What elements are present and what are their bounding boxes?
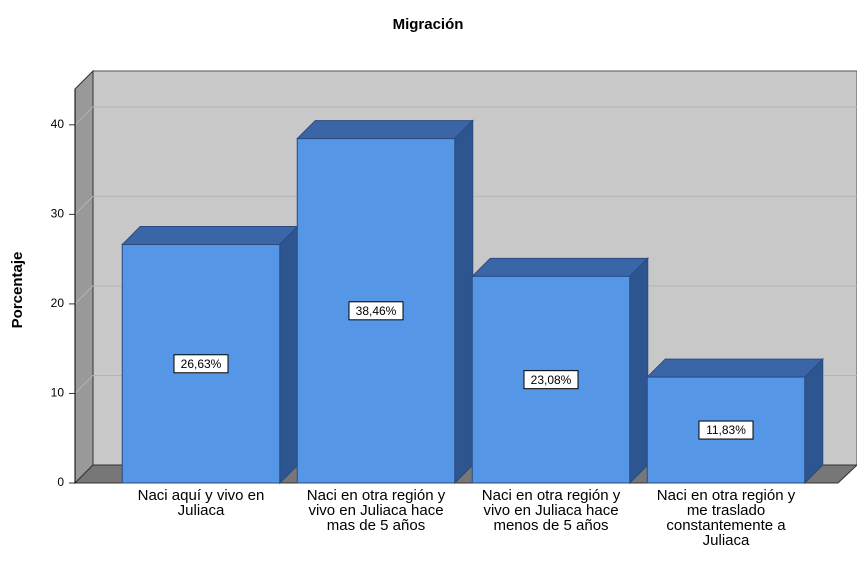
bar-top xyxy=(296,120,474,140)
value-label-box xyxy=(173,354,229,374)
value-label: 26,63% xyxy=(181,357,222,371)
value-label: 38,46% xyxy=(356,304,397,318)
bar-side xyxy=(279,225,299,485)
x-tick-label: Naci en otra región y vivo en Juliaca ha… xyxy=(481,488,621,534)
x-tick-label: Naci en otra región y me traslado consta… xyxy=(656,488,796,549)
x-tick-label: Naci en otra región y vivo en Juliaca ha… xyxy=(306,488,446,534)
grid-line xyxy=(74,106,857,126)
x-tick-label-box: Naci en otra región y vivo en Juliaca ha… xyxy=(306,488,446,534)
y-tick-label: 0 xyxy=(57,475,64,489)
value-label: 11,83% xyxy=(706,423,746,437)
y-tick-label: 10 xyxy=(51,386,65,400)
bar-side xyxy=(454,119,474,485)
bar-top xyxy=(471,257,649,277)
bar-top xyxy=(646,358,824,378)
value-label-box xyxy=(523,370,579,390)
y-tick-label: 40 xyxy=(51,117,65,131)
bar-side xyxy=(804,357,824,485)
y-axis-title: Porcentaje xyxy=(9,252,26,329)
value-label: 23,08% xyxy=(531,373,572,387)
value-label-box xyxy=(698,420,754,440)
grid-line xyxy=(74,195,857,215)
value-label-box xyxy=(348,301,404,321)
x-tick-label-box: Naci en otra región y me traslado consta… xyxy=(656,488,796,549)
x-tick-label: Naci aquí y vivo en Juliaca xyxy=(137,488,265,519)
bar xyxy=(646,357,824,485)
chart-title: Migración xyxy=(393,16,464,33)
bar xyxy=(471,257,649,485)
x-tick-label-box: Naci en otra región y vivo en Juliaca ha… xyxy=(481,488,621,534)
left-wall xyxy=(74,69,94,485)
bar-side xyxy=(629,257,649,485)
y-tick-label: 30 xyxy=(51,207,65,221)
y-tick-label: 20 xyxy=(51,296,65,310)
bar-top xyxy=(121,226,299,246)
x-tick-label-box: Naci aquí y vivo en Juliaca xyxy=(137,488,265,519)
